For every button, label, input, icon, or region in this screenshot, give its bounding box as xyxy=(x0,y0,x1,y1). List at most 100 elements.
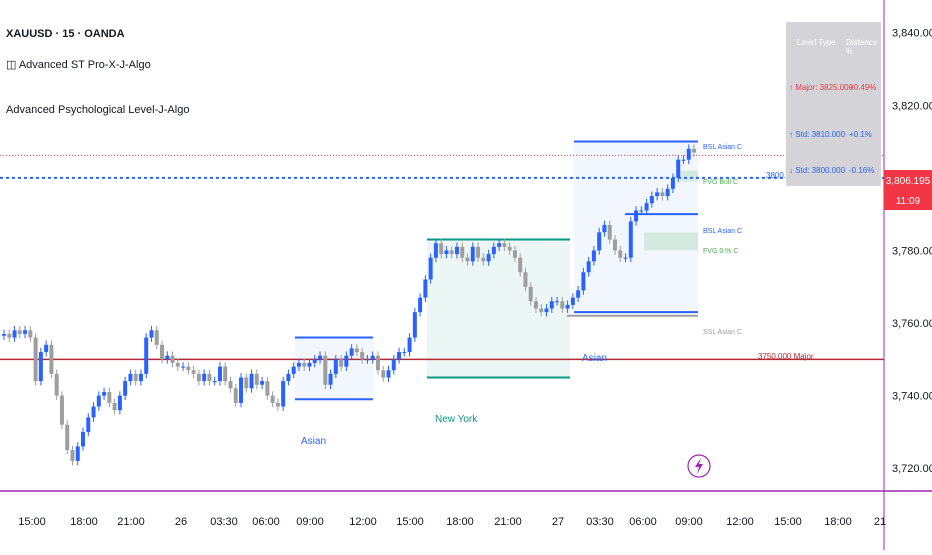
candle-body xyxy=(476,246,481,258)
candle-body xyxy=(444,250,449,255)
candle-body xyxy=(686,148,691,160)
candle-body xyxy=(307,362,312,367)
x-tick-label: 18:00 xyxy=(70,516,98,528)
candle-body xyxy=(291,366,296,374)
candle-body xyxy=(576,290,581,298)
candle-body xyxy=(281,381,286,407)
candle-body xyxy=(470,246,475,262)
candle-body xyxy=(17,330,22,334)
candle-body xyxy=(570,297,575,305)
candle-body xyxy=(402,352,407,354)
candle-body xyxy=(2,333,6,336)
candle-body xyxy=(81,431,86,447)
symbol-title[interactable]: XAUUSD · 15 · OANDA xyxy=(6,28,125,40)
candle-body xyxy=(181,366,186,368)
x-tick-label: 18:00 xyxy=(446,516,474,528)
fvg-zone-2 xyxy=(680,170,698,182)
candle-body xyxy=(239,377,244,403)
y-tick-label: 3,780.000 xyxy=(892,245,932,257)
candle-body xyxy=(412,312,417,338)
fvg-zone xyxy=(644,232,698,251)
indicator-legend-psych[interactable]: Advanced Psychological Level-J-Algo xyxy=(6,104,190,116)
candle-body xyxy=(555,301,560,303)
candle-body xyxy=(170,355,175,363)
candle-body xyxy=(597,232,602,251)
candle-body xyxy=(112,402,117,411)
candle-body xyxy=(644,203,649,211)
row-std-up-type: ↑ Std: 3810.000 xyxy=(789,130,846,139)
candle-body xyxy=(618,250,623,258)
candle-body xyxy=(391,359,396,371)
row-std-up-distance: +0.1% xyxy=(849,130,872,139)
bar-countdown-tag: 11:09 xyxy=(884,193,932,210)
candle-body xyxy=(544,308,549,313)
candle-body xyxy=(28,330,33,338)
candle-body xyxy=(670,177,675,189)
row-std-down-type: ↓ Std: 3800.000 xyxy=(789,166,846,175)
candle-body xyxy=(333,359,338,374)
candle-body xyxy=(660,192,665,196)
candle-body xyxy=(186,366,191,371)
candle-body xyxy=(397,352,402,360)
candle-body xyxy=(612,239,617,251)
candle-body xyxy=(191,370,196,374)
candle-body xyxy=(560,301,565,309)
candle-body xyxy=(486,254,491,262)
candle-body xyxy=(591,250,596,262)
annotation-label: BSL Asian C xyxy=(703,228,742,235)
candle-body xyxy=(676,159,681,178)
current-price-tag: 3,806.195 xyxy=(884,170,932,193)
candle-body xyxy=(565,304,570,309)
x-tick-label: 26 xyxy=(175,516,187,528)
candle-body xyxy=(365,359,370,361)
candle-body xyxy=(528,286,533,302)
candle-body xyxy=(370,355,375,360)
x-tick-label: 15:00 xyxy=(396,516,424,528)
candle-body xyxy=(254,373,259,385)
candle-body xyxy=(244,377,249,389)
indicator-legend-st[interactable]: ◫ Advanced ST Pro-X-J-Algo xyxy=(6,59,151,71)
candle-body xyxy=(323,355,328,385)
y-tick-label: 3,840.000 xyxy=(892,28,932,40)
candle-body xyxy=(54,373,59,396)
annotation-label: 3750.000 Major xyxy=(758,352,814,361)
candle-body xyxy=(217,366,222,382)
candle-body xyxy=(154,330,159,345)
candle-body xyxy=(581,272,586,291)
candle-body xyxy=(23,330,28,334)
candle-body xyxy=(354,348,359,353)
x-tick-label: 21:00 xyxy=(117,516,145,528)
annotation-label: FVG Bull C xyxy=(703,179,738,186)
candle-body xyxy=(102,392,107,396)
y-tick-label: 3,760.000 xyxy=(892,318,932,330)
candle-body xyxy=(512,250,517,258)
candle-body xyxy=(349,348,354,356)
lightning-icon[interactable] xyxy=(687,454,711,478)
candle-body xyxy=(207,373,212,382)
annotation-label: Asian xyxy=(582,353,607,364)
candle-body xyxy=(12,330,17,338)
candle-body xyxy=(692,148,696,153)
candle-body xyxy=(428,257,433,280)
candle-body xyxy=(7,333,12,338)
candle-body xyxy=(491,246,496,255)
candle-body xyxy=(655,192,660,196)
candle-body xyxy=(91,406,96,418)
candle-body xyxy=(75,446,80,461)
x-tick-label: 09:00 xyxy=(675,516,703,528)
candle-body xyxy=(433,243,438,258)
row-major-type: ↑ Major: 3825.000 xyxy=(789,83,854,92)
candle-body xyxy=(286,373,291,382)
candle-body xyxy=(649,196,654,204)
x-tick-label: 27 xyxy=(552,516,564,528)
candle-body xyxy=(460,246,465,258)
newyork-session-box xyxy=(427,239,570,378)
candle-body xyxy=(454,246,459,255)
x-tick-label: 12:00 xyxy=(349,516,377,528)
candle-body xyxy=(233,388,238,403)
annotation-label: Asian xyxy=(301,436,326,447)
candle-body xyxy=(149,330,154,338)
candle-body xyxy=(586,261,591,273)
